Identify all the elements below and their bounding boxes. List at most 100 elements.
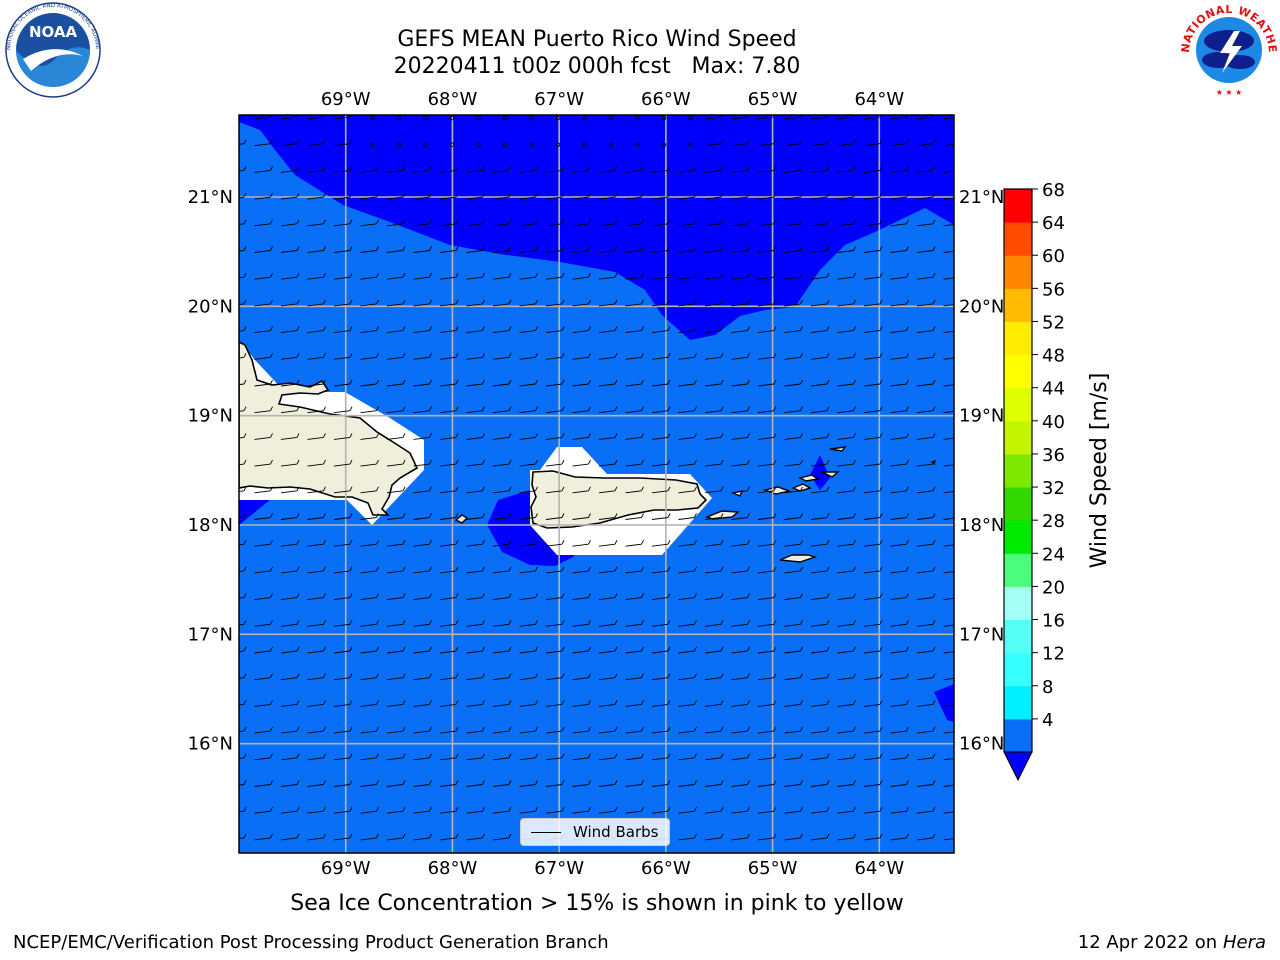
wind-barb-623 (413, 700, 432, 707)
wind-barb-360 (863, 433, 883, 440)
wind-barb-325 (678, 406, 697, 414)
wind-barb-682 (492, 753, 512, 761)
wind-barb-49 (784, 139, 803, 147)
wind-barb-4 (333, 115, 352, 120)
wind-barb-458 (492, 539, 512, 547)
wind-barb-161 (784, 246, 803, 253)
wind-barb-725 (890, 780, 909, 787)
wind-barb-305 (890, 379, 909, 387)
lat-tick-left-1: 20°N (188, 296, 233, 317)
wind-barb-598 (492, 673, 512, 681)
wind-barb-44 (661, 142, 667, 147)
wind-barb-90 (386, 192, 406, 200)
wind-barb-675 (307, 753, 326, 761)
wind-barb-212 (651, 299, 671, 307)
wind-barb-620 (333, 700, 353, 707)
wind-barb-312 (333, 406, 353, 414)
wind-barb-373 (466, 459, 485, 467)
wind-barb-92 (439, 192, 459, 200)
wind-barb-17 (688, 115, 693, 121)
wind-barb-390 (916, 459, 936, 467)
wind-barb-590 (280, 673, 300, 681)
wind-barb-341 (360, 433, 379, 440)
wind-barb-550 (704, 620, 724, 627)
wind-barb-656 (545, 726, 565, 734)
wind-barb-475 (943, 544, 954, 547)
wind-barb-2 (280, 115, 299, 120)
wind-barb-476 (239, 566, 247, 572)
wind-barb-111 (943, 197, 954, 200)
wind-barb-543 (519, 620, 538, 627)
wind-barb-82 (916, 166, 936, 173)
wind-barb-464 (651, 539, 671, 547)
wind-barb-51 (837, 139, 856, 147)
wind-barb-561 (254, 646, 273, 654)
lat-tick-right-2: 19°N (959, 406, 1004, 427)
wind-barb-151 (519, 246, 538, 253)
wind-barb-207 (519, 299, 538, 307)
land-anegada (829, 446, 847, 452)
wind-barb-625 (466, 700, 485, 707)
wind-barb-719 (731, 780, 750, 787)
wind-barb-665 (784, 726, 803, 734)
colorbar-tick-15: 8 (1042, 677, 1053, 698)
wind-barb-315 (413, 406, 432, 414)
wind-barb-750 (810, 806, 830, 814)
wind-barb-705 (360, 780, 379, 787)
wind-barb-7 (423, 115, 428, 121)
wind-barb-336 (239, 433, 247, 439)
producer-credit: NCEP/EMC/Verification Post Processing Pr… (13, 932, 609, 953)
wind-barb-539 (413, 620, 432, 627)
wind-barb-549 (678, 620, 697, 627)
wind-barb-291 (519, 379, 538, 387)
lon-tick-bottom-4: 65°W (748, 858, 798, 879)
wind-barb-137 (890, 219, 909, 227)
wind-barb-110 (916, 192, 936, 200)
wind-barb-492 (651, 566, 671, 574)
wind-barb-329 (784, 406, 803, 414)
wind-barb-107 (837, 192, 856, 200)
colorbar-band-0 (1004, 718, 1032, 753)
wind-barb-177 (466, 272, 485, 280)
land-mona-island (454, 514, 469, 524)
wind-barb-493 (678, 566, 697, 574)
wind-barb-556 (863, 620, 883, 627)
wind-barb-726 (916, 780, 936, 787)
wind-barb-666 (810, 726, 830, 734)
wind-barb-9 (476, 115, 481, 121)
wind-barb-433 (572, 513, 591, 520)
wind-barb-331 (837, 406, 856, 414)
wind-barb-63 (413, 166, 432, 173)
wind-barb-72 (651, 166, 671, 173)
legend-line-swatch (531, 832, 561, 833)
wind-barb-363 (943, 437, 954, 440)
wind-barb-242 (704, 326, 724, 334)
wind-barb-261 (466, 353, 485, 360)
wind-barb-478 (280, 566, 300, 574)
colorbar-tick-13: 16 (1042, 611, 1065, 632)
wind-barb-279 (943, 357, 954, 360)
wind-barb-240 (651, 326, 671, 334)
wind-barb-414 (810, 486, 830, 494)
wind-barb-525 (784, 593, 803, 601)
wind-barb-524 (757, 593, 777, 601)
wind-barb-297 (678, 379, 697, 387)
wind-barb-203 (413, 299, 432, 307)
wind-barb-761 (360, 833, 379, 841)
wind-barb-594 (386, 673, 406, 681)
wind-barb-181 (572, 272, 591, 280)
wind-barb-573 (572, 646, 591, 654)
wind-barb-441 (784, 513, 803, 520)
wind-barb-695 (837, 753, 856, 761)
wind-barb-357 (784, 433, 803, 440)
wind-barb-273 (784, 353, 803, 360)
wind-barb-223 (943, 304, 954, 307)
wind-barb-32 (333, 139, 353, 147)
wind-barb-488 (545, 566, 565, 574)
wind-barb-522 (704, 593, 724, 601)
wind-barb-253 (254, 353, 273, 360)
wind-barb-66 (492, 166, 512, 173)
wind-barb-575 (625, 646, 644, 654)
wind-barb-267 (625, 353, 644, 360)
wind-barb-645 (254, 726, 273, 734)
